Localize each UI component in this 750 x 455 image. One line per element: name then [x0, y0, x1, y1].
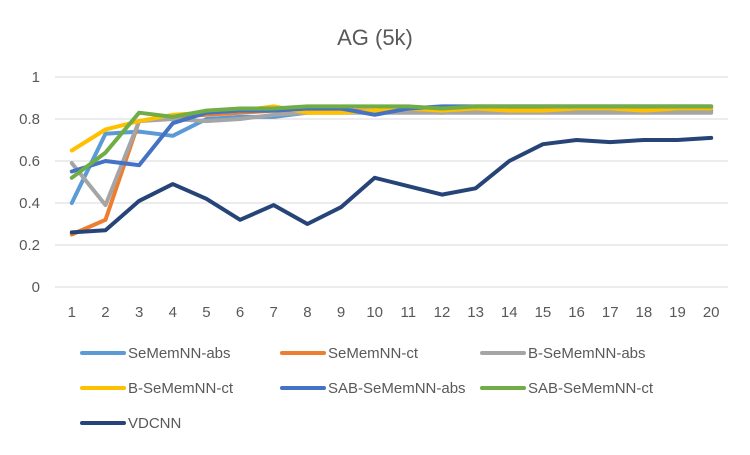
legend: SeMemNN-abs SeMemNN-ct B-SeMemNN-abs B-SeMe…: [80, 345, 654, 432]
axis-labels: 00.20.40.60.811 2 3 4 5 6 7 8 9 10 11 12 13 14 15 16 17 1…: [19, 69, 719, 321]
x-tick-label: 9: [337, 304, 345, 321]
x-tick-label: 5: [202, 304, 210, 321]
x-tick-label: 16: [568, 304, 585, 321]
legend-label: SeMemNN-abs: [128, 345, 231, 362]
legend-item-vdcnn: VDCNN: [80, 415, 181, 432]
x-tick-label: 17: [602, 304, 619, 321]
y-tick-label: 0.8: [19, 111, 40, 128]
x-tick-label: 13: [467, 304, 484, 321]
legend-label: B-SeMemNN-abs: [528, 345, 646, 362]
y-tick-label: 1: [32, 69, 40, 86]
y-tick-label: 0.4: [19, 195, 40, 212]
legend-item-sememnn-abs: SeMemNN-abs: [80, 345, 231, 362]
legend-label: SeMemNN-ct: [328, 345, 419, 362]
legend-item-b-sememnn-abs: B-SeMemNN-abs: [480, 345, 646, 362]
x-tick-label: 19: [669, 304, 686, 321]
x-tick-label: 14: [501, 304, 518, 321]
y-tick-label: 0: [32, 279, 40, 296]
legend-label: B-SeMemNN-ct: [128, 380, 234, 397]
legend-item-sab-sememnn-ct: SAB-SeMemNN-ct: [480, 380, 654, 397]
x-tick-label: 4: [169, 304, 177, 321]
series-line-sab-sememnn-ct: [69, 104, 714, 180]
chart-title: AG (5k): [337, 25, 413, 50]
legend-label: VDCNN: [128, 415, 181, 432]
series-line-vdcnn: [69, 135, 714, 235]
legend-label: SAB-SeMemNN-ct: [528, 380, 654, 397]
legend-item-b-sememnn-ct: B-SeMemNN-ct: [80, 380, 234, 397]
x-tick-label: 20: [703, 304, 720, 321]
legend-item-sab-sememnn-abs: SAB-SeMemNN-abs: [280, 380, 466, 397]
x-tick-label: 2: [101, 304, 109, 321]
x-tick-label: 11: [401, 304, 417, 321]
x-tick-label: 7: [270, 304, 278, 321]
x-tick-label: 12: [434, 304, 451, 321]
x-tick-label: 18: [636, 304, 653, 321]
x-tick-label: 1: [68, 304, 76, 321]
legend-label: SAB-SeMemNN-abs: [328, 380, 466, 397]
x-tick-label: 15: [535, 304, 552, 321]
series-lines: [69, 104, 714, 237]
x-tick-label: 6: [236, 304, 244, 321]
x-tick-label: 8: [303, 304, 311, 321]
x-tick-label: 10: [366, 304, 383, 321]
gridlines: [55, 76, 728, 288]
y-tick-label: 0.6: [19, 153, 40, 170]
x-tick-label: 3: [135, 304, 143, 321]
legend-item-sememnn-ct: SeMemNN-ct: [280, 345, 419, 362]
y-tick-label: 0.2: [19, 237, 40, 254]
